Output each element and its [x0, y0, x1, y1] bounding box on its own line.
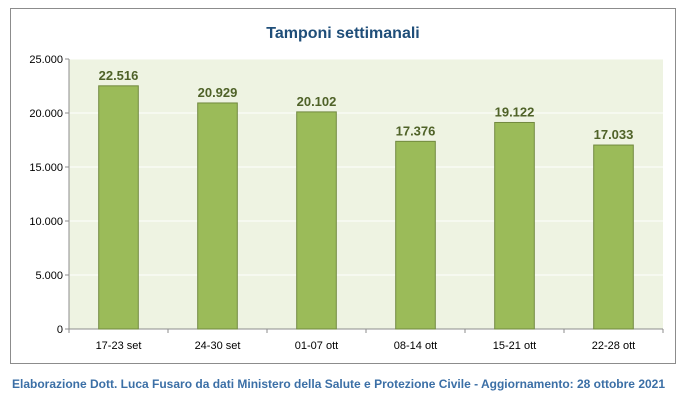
value-label: 17.376 [396, 123, 436, 138]
x-tick-labels: 17-23 set 24-30 set 01-07 ott 08-14 ott 15-2… [96, 340, 636, 352]
bar [395, 140, 436, 330]
plot-area [69, 59, 663, 329]
x-tick-label: 15-21 ott [493, 340, 536, 352]
gridlines [69, 58, 663, 276]
x-tick-label: 24-30 set [195, 340, 241, 352]
y-tick-label: 15.000 [29, 162, 63, 174]
value-label: 20.929 [198, 85, 238, 100]
y-tick-label: 10.000 [29, 216, 63, 228]
bars [98, 85, 634, 330]
x-tick-label: 08-14 ott [394, 340, 437, 352]
value-labels: 22.516 20.929 20.102 17.376 19.122 17.033 [99, 68, 634, 142]
bar-chart: Tamponi settimanali 0 5.000 10.000 15.000 20… [29, 25, 664, 352]
value-label: 22.516 [99, 68, 139, 83]
x-tick-label: 17-23 set [96, 340, 142, 352]
y-tick-label: 0 [57, 324, 63, 336]
chart-title: Tamponi settimanali [266, 25, 420, 42]
bar [494, 121, 535, 330]
x-tick-label: 01-07 ott [295, 340, 338, 352]
bar [593, 144, 634, 330]
x-tick-label: 22-28 ott [592, 340, 635, 352]
value-label: 20.102 [297, 94, 337, 109]
chart-frame: Tamponi settimanali 0 5.000 10.000 15.000 20… [10, 8, 676, 364]
source-note: Elaborazione Dott. Luca Fusaro da dati M… [12, 377, 666, 391]
y-tick-label: 25.000 [29, 54, 63, 66]
bar [296, 111, 337, 330]
y-tick-label: 20.000 [29, 108, 63, 120]
y-tick-label: 5.000 [35, 270, 63, 282]
y-tick-labels: 0 5.000 10.000 15.000 20.000 25.000 [29, 54, 63, 336]
bar [197, 102, 238, 330]
bar [98, 85, 139, 330]
value-label: 17.033 [594, 127, 634, 142]
axes [65, 58, 664, 333]
value-label: 19.122 [495, 104, 535, 119]
